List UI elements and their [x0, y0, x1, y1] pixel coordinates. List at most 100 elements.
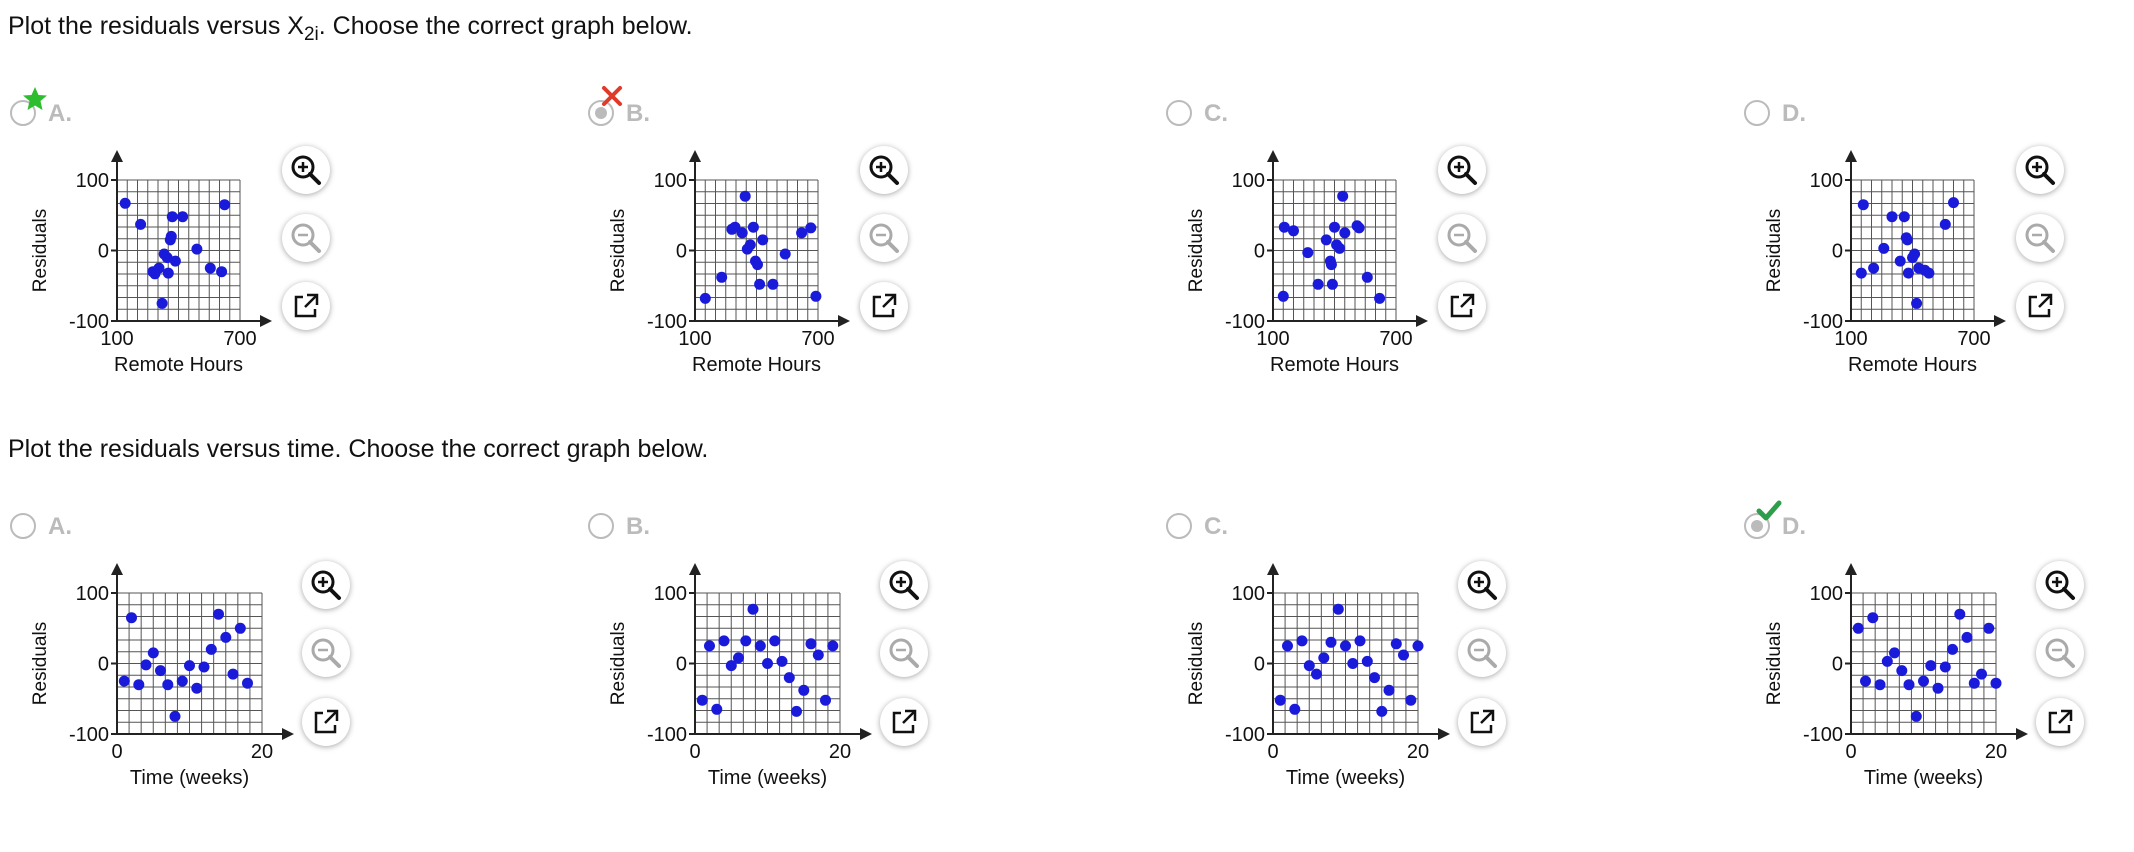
open-new-window-button[interactable] — [282, 282, 330, 330]
data-point — [757, 234, 769, 246]
data-point — [1282, 640, 1293, 652]
q2-radio-c[interactable] — [1166, 513, 1192, 539]
y-tick-label: 100 — [1810, 170, 1843, 192]
open-new-window-button[interactable] — [860, 282, 908, 330]
open-new-window-button[interactable] — [2036, 698, 2084, 746]
data-point — [744, 239, 756, 251]
x-tick-label: 20 — [1407, 741, 1429, 763]
y-tick-label: -100 — [1225, 311, 1265, 333]
q1-radio-c[interactable] — [1166, 100, 1192, 126]
data-point — [810, 290, 822, 302]
zoom-out-button[interactable] — [282, 214, 330, 262]
zoom-out-button[interactable] — [2036, 629, 2084, 677]
q2-radio-a[interactable] — [10, 513, 36, 539]
data-point — [191, 682, 203, 694]
q1-radio-b[interactable] — [588, 100, 614, 126]
data-point — [711, 703, 723, 715]
open-new-window-button[interactable] — [302, 698, 350, 746]
x-tick-label: 0 — [111, 741, 122, 763]
zoom-in-button[interactable] — [282, 146, 330, 194]
data-point — [1353, 222, 1365, 234]
data-point — [696, 694, 708, 706]
y-axis-label: Residuals — [608, 209, 629, 292]
zoom-out-button[interactable] — [860, 214, 908, 262]
zoom-out-button[interactable] — [1458, 629, 1506, 677]
data-point — [1274, 694, 1286, 706]
zoom-in-icon — [2025, 155, 2055, 185]
zoom-in-button[interactable] — [880, 561, 928, 609]
data-point — [1860, 675, 1871, 687]
q1-radio-d[interactable] — [1744, 100, 1770, 126]
zoom-out-icon — [1467, 638, 1497, 668]
option-letter: D. — [1782, 513, 1806, 540]
question-1-prompt: Plot the residuals versus X2i. Choose th… — [8, 12, 693, 46]
open-new-window-button[interactable] — [1458, 698, 1506, 746]
data-point — [1898, 211, 1910, 223]
data-point — [213, 608, 224, 620]
data-point — [1896, 665, 1908, 677]
zoom-out-icon — [889, 638, 919, 668]
x-axis-arrow — [1438, 728, 1450, 740]
data-point — [762, 658, 773, 669]
incorrect-cross-icon — [602, 86, 622, 106]
q2-radio-b[interactable] — [588, 513, 614, 539]
data-point — [177, 211, 189, 223]
zoom-in-button[interactable] — [2016, 146, 2064, 194]
y-axis-label: Residuals — [1186, 622, 1207, 705]
q1-option-a: A. 100 0 -100 100 700 Remote Hours Residuals — [8, 87, 548, 400]
data-point — [1932, 682, 1944, 694]
x-tick-label: 100 — [1834, 328, 1867, 350]
data-point — [1901, 234, 1913, 246]
zoom-in-button[interactable] — [860, 146, 908, 194]
external-link-icon — [1450, 293, 1475, 318]
data-point — [1412, 640, 1424, 652]
data-point — [1312, 278, 1324, 290]
open-new-window-button[interactable] — [1438, 282, 1486, 330]
y-tick-label: 0 — [1832, 241, 1843, 263]
y-tick-label: -100 — [1803, 724, 1843, 746]
data-point — [1354, 635, 1366, 647]
x-tick-label: 700 — [801, 328, 834, 350]
data-point — [704, 640, 715, 652]
y-tick-label: 100 — [1810, 583, 1843, 605]
data-point — [219, 199, 231, 211]
data-point — [1311, 668, 1322, 680]
zoom-out-button[interactable] — [880, 629, 928, 677]
y-tick-label: 0 — [676, 241, 687, 263]
zoom-in-button[interactable] — [1458, 561, 1506, 609]
option-letter: A. — [48, 513, 72, 540]
x-axis-label: Remote Hours — [1270, 354, 1399, 376]
x-axis-arrow — [860, 728, 872, 740]
y-tick-label: 100 — [654, 583, 687, 605]
zoom-out-button[interactable] — [302, 629, 350, 677]
zoom-in-button[interactable] — [302, 561, 350, 609]
data-point — [1857, 199, 1869, 211]
data-point — [1320, 234, 1332, 246]
data-point — [1918, 675, 1929, 687]
data-point — [135, 218, 147, 230]
zoom-out-button[interactable] — [2016, 214, 2064, 262]
y-axis-label: Residuals — [30, 622, 51, 705]
zoom-in-button[interactable] — [2036, 561, 2084, 609]
zoom-in-button[interactable] — [1438, 146, 1486, 194]
x-tick-label: 100 — [678, 328, 711, 350]
zoom-out-icon — [2045, 638, 2075, 668]
correct-star-icon — [23, 87, 47, 110]
correct-check-icon — [1756, 500, 1782, 521]
zoom-in-icon — [889, 570, 919, 600]
y-axis-arrow — [689, 563, 701, 575]
data-point — [169, 255, 181, 267]
open-new-window-button[interactable] — [880, 698, 928, 746]
data-point — [1340, 640, 1351, 652]
zoom-out-icon — [1447, 223, 1477, 253]
data-point — [176, 675, 188, 687]
open-new-window-button[interactable] — [2016, 282, 2064, 330]
data-point — [725, 660, 737, 672]
data-point — [1318, 652, 1330, 664]
y-tick-label: 0 — [98, 654, 109, 676]
q2-option-a: A. 100 0 -100 0 20 Time (weeks) Residuals — [8, 513, 548, 813]
y-axis-label: Residuals — [1764, 622, 1785, 705]
zoom-out-button[interactable] — [1438, 214, 1486, 262]
